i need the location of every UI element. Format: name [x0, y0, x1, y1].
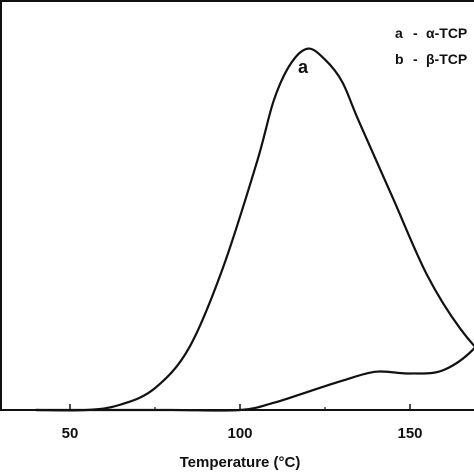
legend-label-b: β-TCP [426, 51, 467, 67]
x-tick-label: 100 [227, 425, 252, 442]
x-tick-label: 50 [62, 425, 79, 442]
x-axis-ticks: 50100150200250 [62, 404, 423, 442]
series-line-b [34, 346, 474, 412]
legend: a - α-TCP b - β-TCP [395, 25, 467, 67]
curve-label-a: a [298, 57, 309, 77]
series-line-a [34, 47, 474, 412]
legend-dash: - [413, 51, 418, 67]
series-layer: ab [34, 47, 474, 412]
legend-label-a: α-TCP [426, 25, 467, 41]
legend-dash: - [413, 25, 418, 41]
legend-key-b: b [395, 51, 404, 67]
legend-key-a: a [395, 25, 403, 41]
x-tick-label: 150 [397, 425, 422, 442]
x-axis-title: Temperature (°C) [180, 454, 301, 471]
